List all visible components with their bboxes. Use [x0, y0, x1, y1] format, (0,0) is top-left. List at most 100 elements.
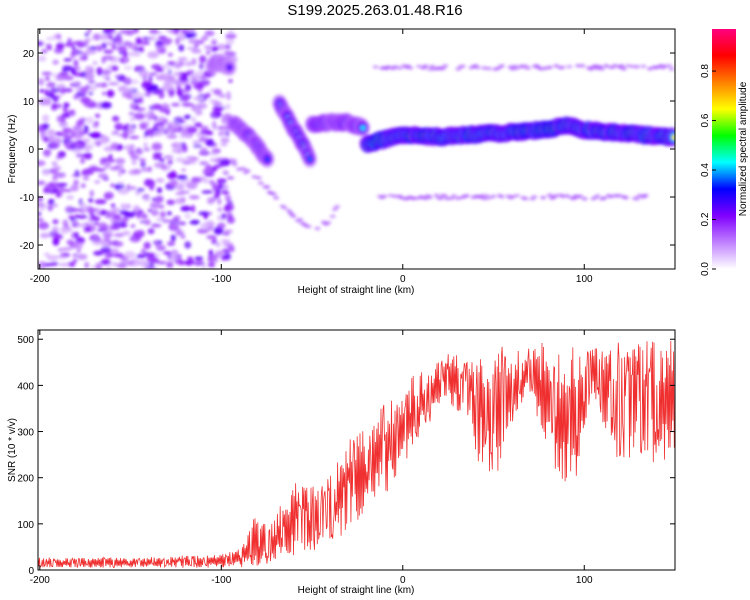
heatmap-cell: [162, 168, 169, 172]
heatmap-cell: [101, 241, 109, 247]
heatmap-cell: [218, 93, 226, 99]
heatmap-cell: [177, 57, 188, 62]
heatmap-faint-cell: [566, 65, 573, 69]
heatmap-cell: [88, 91, 94, 95]
heatmap-faint-cell: [531, 195, 538, 199]
heatmap-cell: [111, 211, 117, 217]
heatmap-cell: [219, 159, 231, 167]
heatmap-cell: [95, 262, 103, 269]
heatmap-cell: [124, 251, 136, 259]
heatmap-ridge-cell: [360, 125, 366, 131]
heatmap-cell: [143, 197, 151, 202]
heatmap-cell: [101, 42, 107, 50]
heatmap-cell: [75, 241, 84, 249]
heatmap-ridge-cell: [264, 156, 271, 162]
heatmap-cell: [124, 29, 135, 36]
heatmap-faint-cell: [448, 196, 455, 200]
heatmap-cell: [148, 29, 159, 35]
heatmap-cell: [88, 79, 96, 84]
heatmap-cell: [200, 222, 209, 230]
heatmap-cell: [226, 176, 235, 180]
heatmap-faint-cell: [464, 194, 470, 198]
heatmap-cell: [135, 37, 142, 45]
heatmap-cell: [145, 90, 152, 97]
heatmap-cell: [74, 169, 80, 177]
colorbar-tick-label: 0.0: [700, 262, 711, 276]
heatmap-cell: [117, 188, 129, 195]
heatmap-cell: [110, 131, 117, 136]
heatmap-faint-cell: [559, 194, 566, 198]
heatmap-cell: [149, 133, 154, 138]
heatmap-cell: [188, 157, 200, 161]
heatmap-cell: [210, 111, 221, 119]
heatmap-cell: [84, 46, 92, 51]
x-tick-label: -100: [211, 274, 231, 285]
heatmap-cell: [105, 266, 112, 269]
colorbar-tick-label: 0.2: [700, 212, 711, 226]
heatmap-cell: [130, 79, 140, 85]
heatmap-cell: [141, 248, 146, 254]
heatmap-cell: [217, 207, 223, 212]
heatmap-cell: [99, 82, 108, 88]
heatmap-faint-cell: [270, 192, 277, 196]
heatmap-cell: [192, 140, 201, 145]
heatmap-cell: [123, 66, 133, 70]
heatmap-cell: [88, 84, 96, 88]
heatmap-cell: [141, 81, 153, 88]
heatmap-cell: [80, 183, 86, 189]
heatmap-cell: [89, 217, 101, 221]
heatmap-cell: [171, 103, 180, 107]
heatmap-cell: [225, 33, 237, 39]
heatmap-cell: [64, 42, 75, 47]
heatmap-cell: [72, 124, 83, 132]
heatmap-cell: [167, 68, 172, 76]
heatmap-cell: [147, 208, 153, 213]
heatmap-cell: [64, 206, 74, 213]
heatmap-cell: [207, 262, 216, 268]
heatmap-faint-cell: [257, 181, 264, 185]
heatmap-cell: [220, 239, 231, 243]
y-tick-label: 200: [17, 474, 34, 485]
heatmap-cell: [190, 79, 200, 86]
heatmap-cell: [166, 124, 174, 130]
heatmap-cell: [202, 177, 209, 184]
heatmap-cell: [225, 194, 231, 202]
y-tick-label: 100: [17, 520, 34, 531]
heatmap-cell: [122, 41, 132, 46]
heatmap-cell: [186, 126, 198, 134]
heatmap-cell: [171, 222, 179, 231]
heatmap-cell: [156, 125, 165, 130]
colorbar-gradient: [712, 29, 736, 269]
heatmap-cell: [147, 51, 159, 59]
heatmap-cell: [228, 79, 233, 83]
y-tick-label: 20: [23, 49, 35, 60]
heatmap-faint-cell: [240, 167, 247, 171]
heatmap-cell: [121, 29, 127, 35]
heatmap-cell: [73, 81, 81, 85]
heatmap-cell: [155, 39, 164, 48]
heatmap-cell: [103, 191, 114, 200]
heatmap-cell: [141, 167, 150, 172]
heatmap-cell: [107, 35, 114, 40]
heatmap-cell: [189, 219, 201, 225]
heatmap-cell: [84, 125, 89, 133]
colorbar-tick-label: 0.4: [700, 163, 711, 177]
heatmap-cell: [54, 131, 63, 136]
heatmap-cell: [147, 228, 155, 235]
heatmap-cell: [123, 50, 128, 58]
heatmap-cell: [86, 69, 93, 78]
heatmap-cell: [103, 49, 114, 54]
heatmap-cell: [109, 226, 120, 231]
heatmap-faint-cell: [483, 194, 490, 198]
heatmap-cell: [42, 122, 50, 131]
heatmap-cell: [170, 234, 176, 242]
heatmap-cell: [84, 31, 90, 38]
heatmap-faint-cell: [331, 207, 338, 211]
heatmap-cell: [73, 259, 78, 263]
heatmap-cell: [53, 136, 62, 144]
heatmap-cell: [148, 35, 157, 41]
heatmap-cell: [101, 157, 113, 163]
heatmap-faint-cell: [325, 221, 332, 225]
heatmap-cell: [109, 248, 120, 253]
